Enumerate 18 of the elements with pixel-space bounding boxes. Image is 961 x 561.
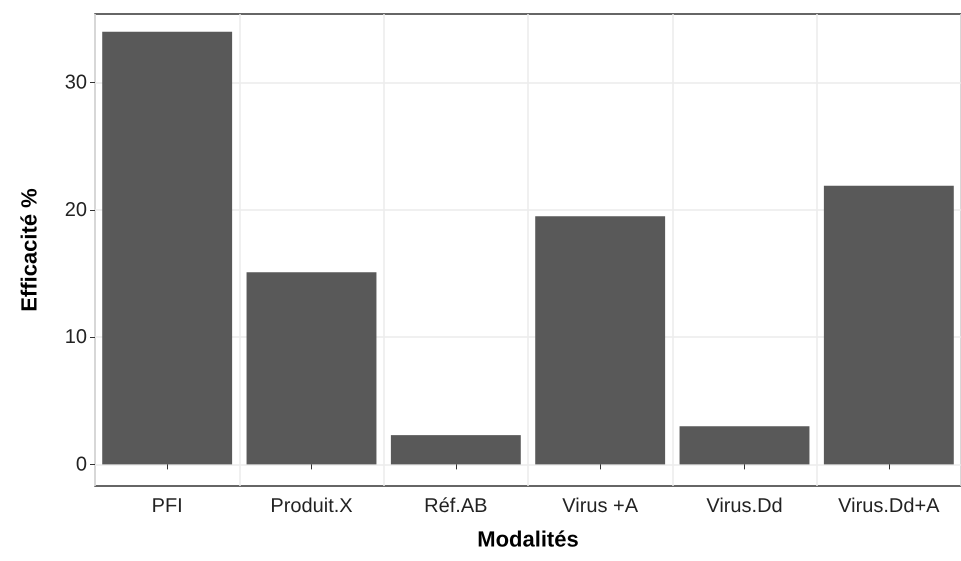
x-tick-label: Virus +A — [562, 495, 639, 517]
bar — [390, 435, 521, 464]
x-tick-label: Produit.X — [270, 495, 353, 517]
bar — [535, 216, 666, 464]
x-tick-label: PFI — [152, 495, 183, 517]
x-tick-label: Virus.Dd+A — [838, 495, 940, 517]
y-tick-label: 10 — [64, 326, 87, 348]
bar — [246, 272, 376, 464]
y-tick-label: 0 — [76, 453, 87, 476]
bar — [680, 426, 810, 464]
bar — [102, 32, 232, 464]
bar — [824, 186, 954, 464]
x-axis-title: Modalités — [477, 526, 579, 552]
y-tick-label: 30 — [64, 72, 87, 94]
y-axis-title: Efficacité % — [16, 188, 42, 312]
y-tick-label: 20 — [64, 198, 87, 221]
x-tick-label: Virus.Dd — [706, 495, 783, 517]
x-tick-label: Réf.AB — [424, 495, 488, 517]
